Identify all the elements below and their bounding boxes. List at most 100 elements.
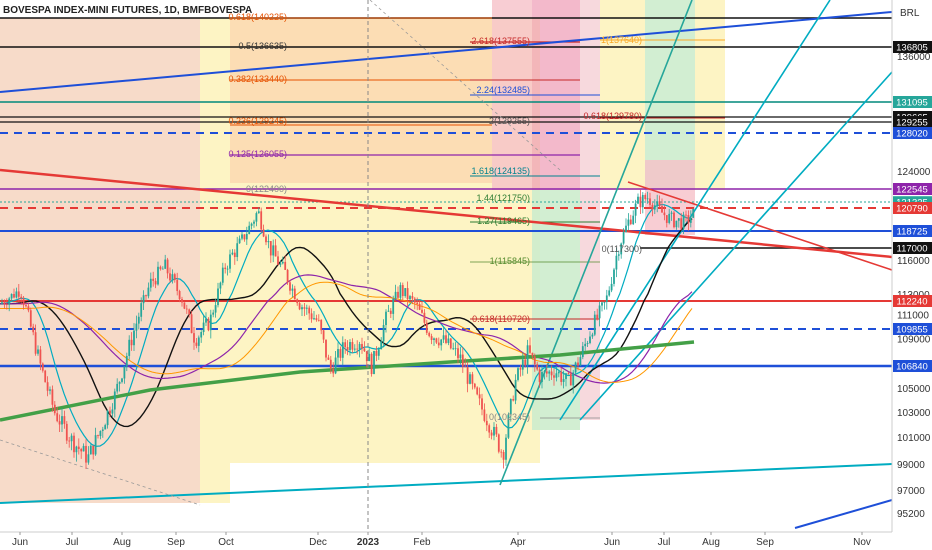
- candle-body: [344, 342, 347, 348]
- candle-body: [221, 267, 224, 283]
- candle-body: [123, 366, 126, 379]
- candle-body: [409, 296, 411, 300]
- candle-body: [692, 208, 695, 218]
- candle-body: [687, 215, 690, 223]
- candle-body: [392, 298, 395, 314]
- ma-long: [0, 274, 693, 384]
- candle-body: [413, 298, 416, 303]
- candle-body: [118, 381, 121, 384]
- candle-body: [183, 302, 186, 309]
- candle-body: [8, 298, 11, 305]
- candle-body: [89, 445, 92, 455]
- candle-body: [579, 357, 582, 366]
- candle-body: [682, 214, 685, 229]
- price-badge-label: 136805: [896, 43, 928, 54]
- x-axis-background: [0, 532, 892, 550]
- candle-body: [61, 416, 63, 425]
- candle-body: [267, 241, 270, 243]
- candle-body: [625, 225, 627, 233]
- candle-body: [668, 213, 671, 223]
- price-badge-label: 112240: [897, 297, 928, 308]
- x-axis-ticks: Jun Jul Aug Sep Oct Dec 2023 Feb Apr Jun Jul Aug Sep…: [12, 0, 871, 548]
- candle-body: [572, 372, 575, 386]
- candle-body: [423, 312, 426, 323]
- candle-body: [53, 404, 56, 414]
- candle-body: [301, 307, 303, 310]
- candle-body: [557, 371, 560, 374]
- candle-body: [73, 435, 75, 453]
- candle-body: [382, 325, 385, 342]
- candle-body: [533, 356, 536, 365]
- candle-body: [3, 302, 6, 305]
- candle-body: [430, 336, 433, 340]
- candle-body: [608, 290, 611, 296]
- candle-body: [15, 291, 18, 298]
- candle-body: [469, 374, 471, 384]
- candle-body: [565, 373, 567, 380]
- candle-body: [680, 218, 683, 229]
- price-badges: 1368051310951296651292551280201225451213…: [893, 41, 932, 373]
- candle-body: [257, 211, 260, 214]
- candle-body: [617, 254, 620, 256]
- candle-body: [37, 349, 39, 354]
- candle-body: [485, 420, 488, 426]
- candle-body: [49, 389, 51, 391]
- candle-body: [339, 349, 342, 358]
- candle-body: [677, 218, 680, 221]
- candle-body: [226, 268, 229, 270]
- candle-body: [303, 307, 306, 309]
- candle-body: [104, 425, 107, 430]
- candle-body: [142, 295, 145, 304]
- candle-body: [651, 204, 654, 210]
- price-badge: [893, 202, 932, 214]
- candle-body: [233, 252, 236, 258]
- candle-body: [128, 339, 131, 356]
- ma-short: [0, 204, 693, 447]
- candle-body: [85, 445, 87, 463]
- fib-label: 2(129255): [489, 116, 530, 126]
- candle-body: [262, 229, 265, 237]
- y-tick-label: 105000: [897, 384, 931, 395]
- candle-body: [418, 304, 421, 310]
- candle-body: [685, 214, 687, 216]
- fib-label: 0(122400): [246, 184, 287, 194]
- candle-body: [399, 285, 402, 298]
- candle-body: [272, 245, 275, 256]
- fib-label: 0.5(136635): [238, 41, 287, 51]
- candle-body: [577, 362, 579, 366]
- candle-body: [435, 338, 438, 343]
- candle-body: [334, 357, 337, 374]
- y-tick-label: 101000: [897, 433, 931, 444]
- candle-body: [27, 306, 30, 311]
- candle-body: [236, 243, 239, 258]
- candle-body: [555, 373, 558, 378]
- candle-body: [207, 318, 210, 331]
- candle-body: [291, 288, 294, 291]
- candle-body: [656, 201, 659, 206]
- fib-label: 1(137640): [601, 35, 642, 45]
- candle-body: [274, 245, 277, 257]
- candle-body: [428, 332, 431, 337]
- candle-body: [476, 387, 479, 395]
- candle-body: [629, 219, 632, 225]
- candle-body: [346, 347, 349, 351]
- candle-body: [351, 342, 354, 350]
- candle-body: [425, 322, 428, 333]
- y-tick-label: 99000: [897, 460, 925, 471]
- candle-body: [646, 198, 649, 200]
- candle-body: [68, 440, 71, 442]
- candle-body: [452, 348, 455, 350]
- candle-body: [464, 366, 467, 368]
- y-tick-label: 95200: [897, 509, 925, 520]
- candle-body: [488, 425, 491, 433]
- candle-body: [358, 343, 361, 350]
- candle-body: [517, 368, 519, 380]
- candle-body: [375, 350, 378, 356]
- candle-body: [99, 430, 102, 437]
- candle-body: [173, 274, 176, 280]
- candle-body: [25, 305, 27, 307]
- candle-body: [46, 382, 49, 391]
- candle-body: [190, 314, 193, 334]
- trend-lines: [0, 0, 893, 529]
